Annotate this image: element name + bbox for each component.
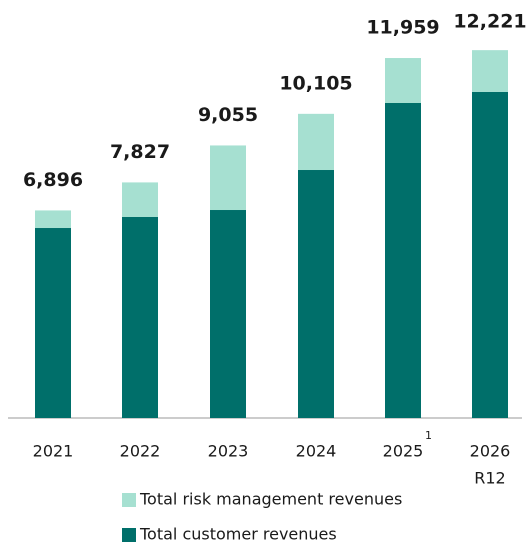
bar-segment: [210, 145, 246, 211]
total-label: 11,959: [366, 17, 439, 39]
bar-segment: [35, 210, 71, 229]
bar-segment: [472, 50, 508, 92]
legend-label: Total risk management revenues: [139, 490, 402, 509]
x-tick-superscript: 1: [425, 429, 432, 442]
x-tick-sublabel: R12: [474, 469, 505, 488]
x-tick-label: 2023: [208, 442, 249, 461]
x-tick-label: 2024: [296, 442, 337, 461]
bar-segment: [122, 182, 158, 217]
bar-segment: [122, 216, 158, 418]
legend-label: Total customer revenues: [139, 525, 337, 544]
total-label: 9,055: [198, 104, 258, 126]
total-label: 10,105: [279, 72, 352, 94]
bar-segment: [385, 103, 421, 418]
bar-segment: [298, 113, 334, 171]
x-tick-label: 2025: [383, 442, 424, 461]
bar-segment: [472, 91, 508, 418]
bar-segment: [385, 58, 421, 104]
x-tick-label: 2026: [470, 442, 511, 461]
x-tick-label: 2022: [120, 442, 161, 461]
total-label: 6,896: [23, 169, 83, 191]
total-label: 7,827: [110, 141, 170, 163]
x-tick-label: 2021: [33, 442, 74, 461]
bar-segment: [298, 170, 334, 418]
total-label: 12,221: [453, 11, 526, 33]
bar-segment: [210, 210, 246, 418]
legend-swatch: [122, 493, 136, 507]
bar-segment: [35, 228, 71, 418]
legend-swatch: [122, 528, 136, 542]
